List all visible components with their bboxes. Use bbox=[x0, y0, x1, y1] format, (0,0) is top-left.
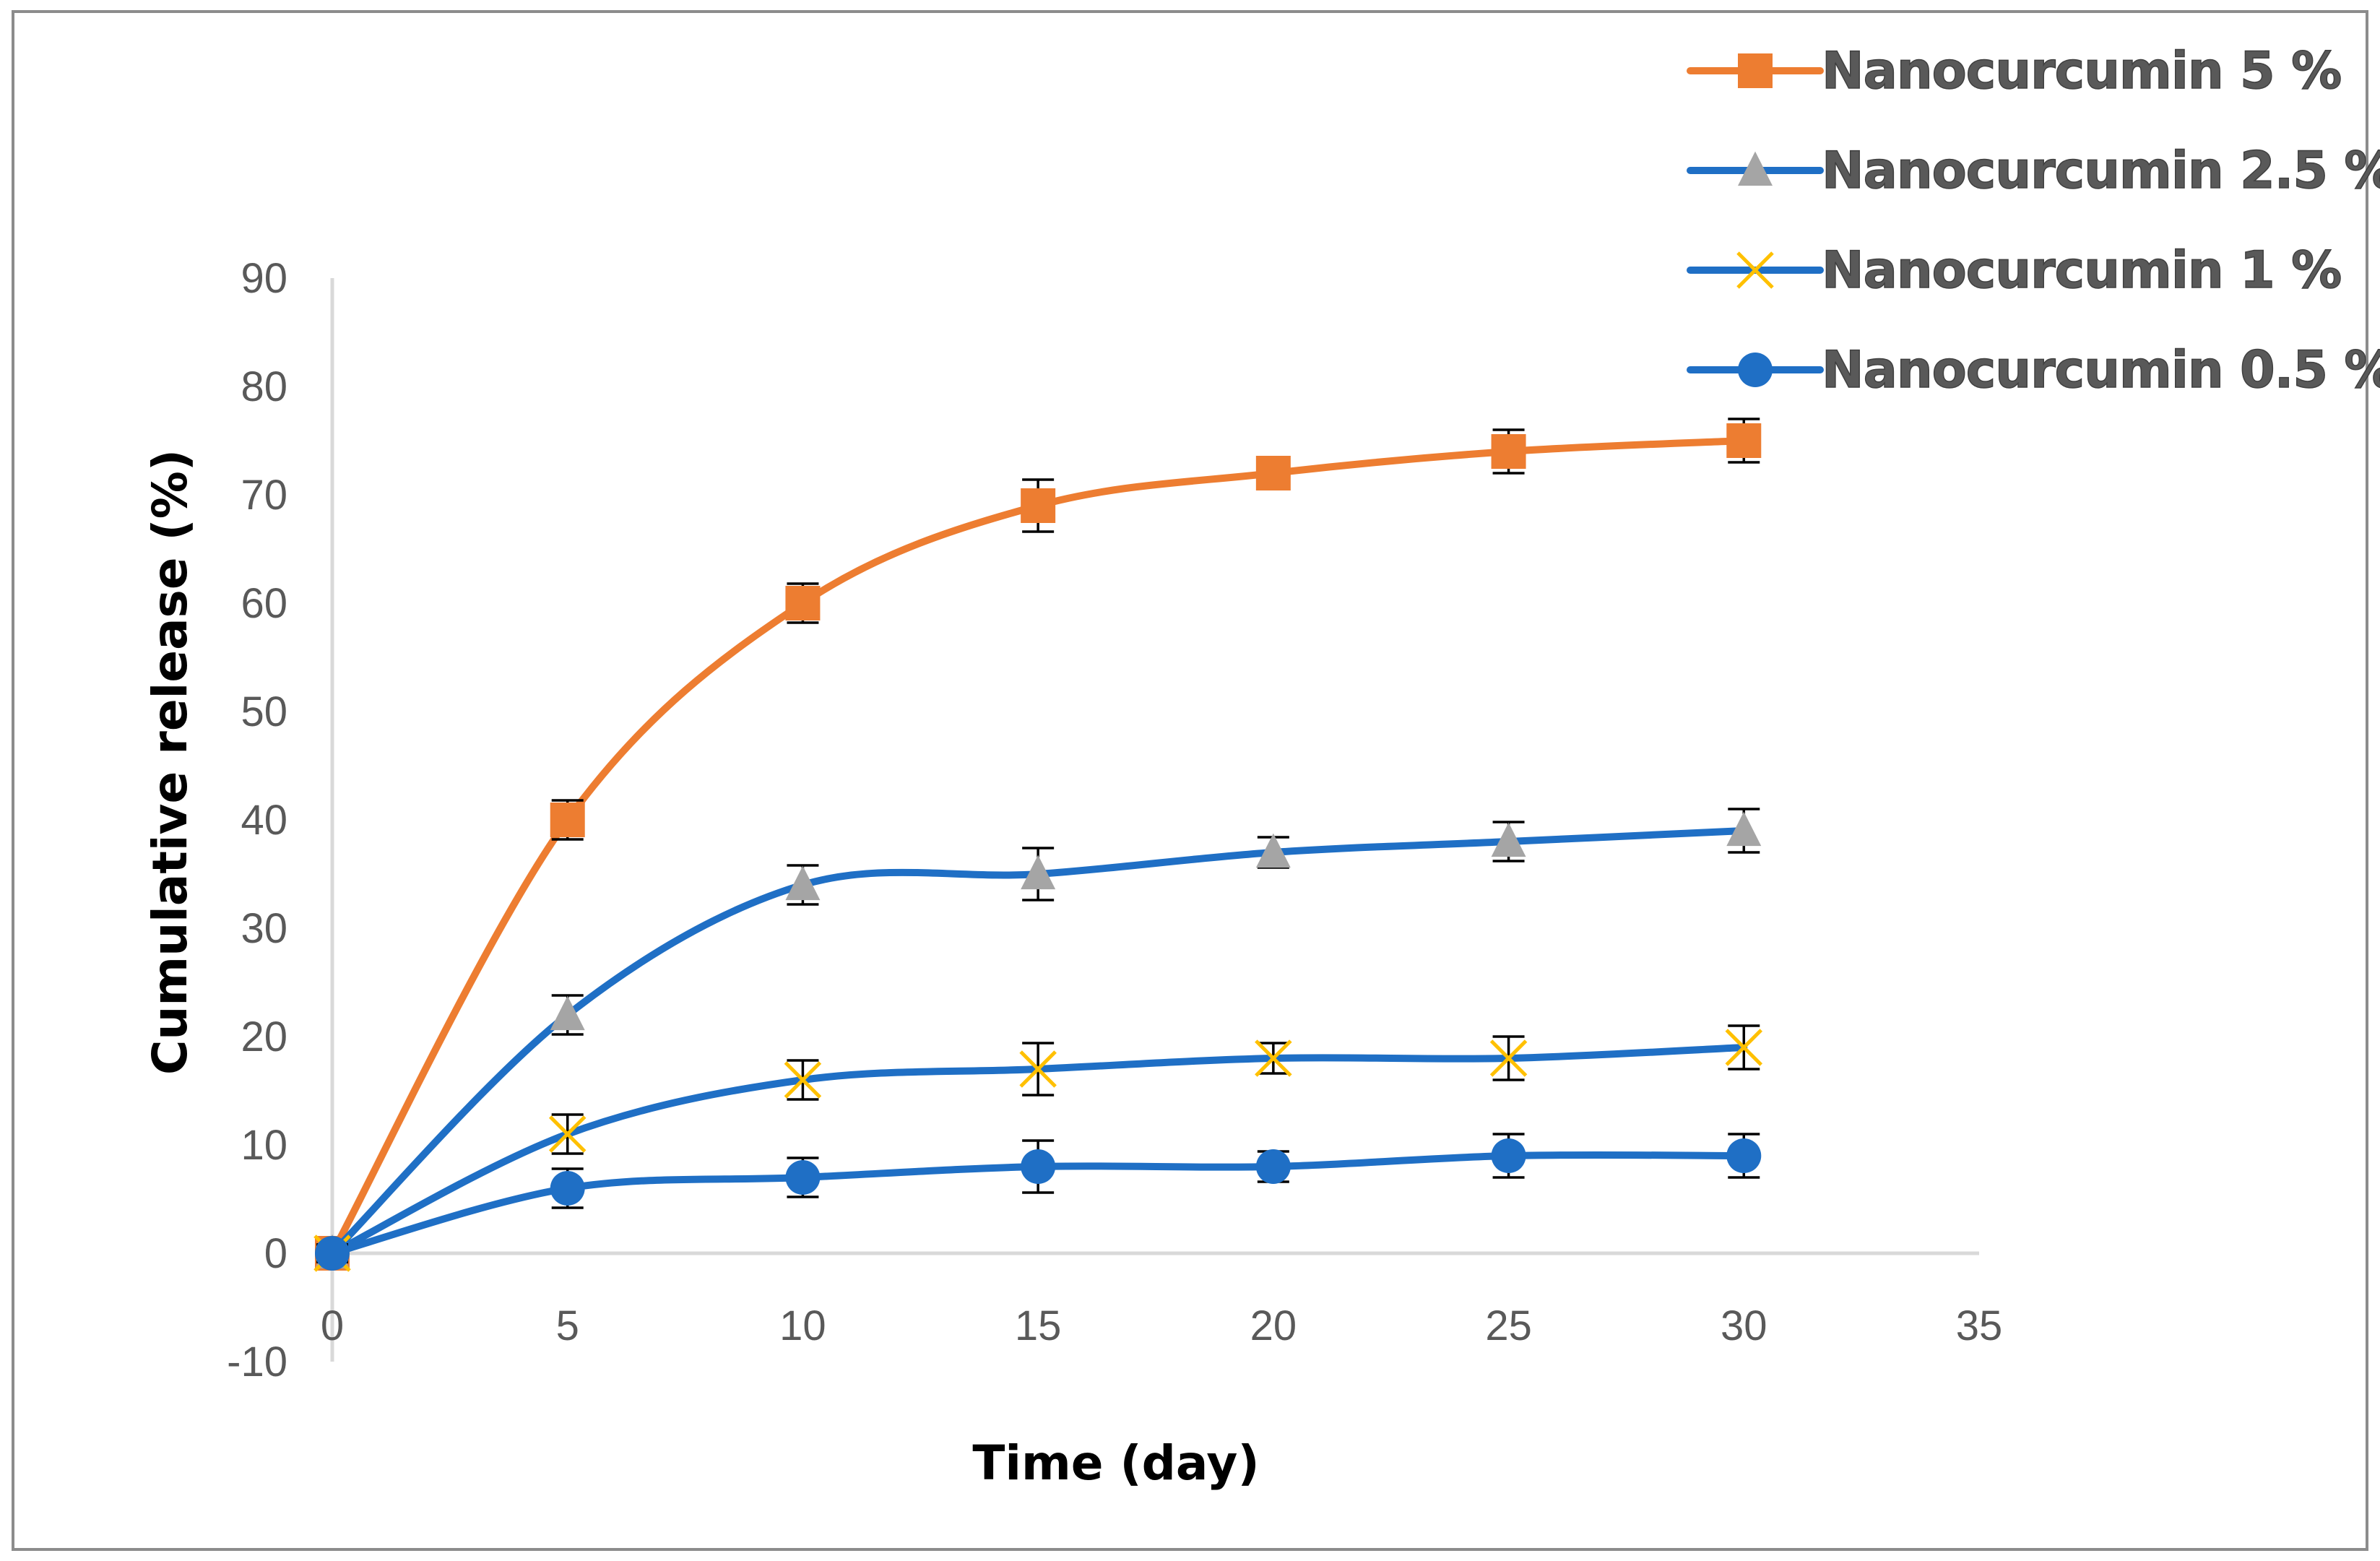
data-point-x20 bbox=[1255, 456, 1291, 490]
data-point-x5 bbox=[550, 1171, 585, 1206]
x-tick-label: 20 bbox=[1250, 1302, 1297, 1349]
y-tick-label: 30 bbox=[241, 905, 287, 952]
data-point-legend bbox=[1738, 353, 1773, 387]
data-point-x10 bbox=[784, 1061, 822, 1099]
x-tick-label: 10 bbox=[779, 1302, 826, 1349]
x-axis-title: Time (day) bbox=[972, 1435, 1259, 1491]
data-point-x15 bbox=[1021, 855, 1056, 890]
axes bbox=[330, 278, 1979, 1362]
series-4 bbox=[315, 1133, 1762, 1271]
y-tick-label: -10 bbox=[227, 1339, 287, 1385]
data-point-x15 bbox=[1019, 1050, 1057, 1088]
y-tick-label: 80 bbox=[241, 363, 287, 410]
tick-labels: -10 0 10 20 30 40 50 60 70 80 90 0 5 10 15 20 25 30 35 bbox=[227, 255, 2002, 1385]
y-tick-label: 60 bbox=[241, 580, 287, 627]
data-point-x30 bbox=[1726, 811, 1762, 847]
data-point-legend bbox=[1738, 53, 1773, 88]
data-point-x30 bbox=[1726, 423, 1762, 458]
data-point-legend bbox=[1736, 251, 1774, 289]
chart-frame bbox=[12, 10, 2368, 1551]
data-point-x15 bbox=[1021, 1149, 1056, 1184]
data-point-x20 bbox=[1255, 1039, 1292, 1077]
legend-label: Nanocurcumin 2.5 % bbox=[1822, 141, 2380, 200]
data-point-x25 bbox=[1489, 1039, 1528, 1077]
y-tick-label: 10 bbox=[241, 1122, 287, 1169]
legend: Nanocurcumin 5 % Nanocurcumin 2.5 % Nanocu… bbox=[1687, 40, 2380, 400]
data-point-x5 bbox=[550, 803, 585, 837]
x-tick-label: 35 bbox=[1956, 1302, 2003, 1349]
data-point-x10 bbox=[785, 586, 821, 620]
series bbox=[313, 418, 1763, 1272]
legend-label: Nanocurcumin 0.5 % bbox=[1822, 340, 2380, 399]
series-2 bbox=[315, 808, 1762, 1269]
data-point-legend bbox=[1738, 151, 1773, 186]
y-tick-label: 40 bbox=[241, 797, 287, 844]
y-axis-title: Cumulative release (%) bbox=[142, 449, 198, 1075]
legend-item: Nanocurcumin 5 % bbox=[1687, 40, 2342, 101]
legend-item: Nanocurcumin 2.5 % bbox=[1687, 140, 2380, 201]
x-tick-label: 5 bbox=[556, 1302, 579, 1349]
y-tick-label: 0 bbox=[264, 1230, 287, 1277]
y-tick-label: 70 bbox=[241, 472, 287, 519]
data-point-x25 bbox=[1491, 434, 1526, 469]
legend-label: Nanocurcumin 5 % bbox=[1822, 41, 2341, 100]
data-point-x30 bbox=[1725, 1029, 1763, 1066]
y-tick-label: 90 bbox=[241, 255, 287, 302]
data-point-x20 bbox=[1255, 833, 1291, 868]
data-point-x15 bbox=[1021, 488, 1056, 523]
data-point-x10 bbox=[785, 865, 821, 901]
y-tick-label: 20 bbox=[241, 1013, 287, 1060]
data-point-x5 bbox=[550, 995, 585, 1031]
data-point-x0 bbox=[315, 1236, 350, 1271]
data-point-x5 bbox=[548, 1115, 587, 1153]
y-tick-label: 50 bbox=[241, 688, 287, 735]
data-point-x10 bbox=[785, 1160, 821, 1195]
x-tick-label: 15 bbox=[1015, 1302, 1062, 1349]
data-point-x25 bbox=[1491, 822, 1526, 857]
legend-label: Nanocurcumin 1 % bbox=[1822, 241, 2341, 300]
data-point-x25 bbox=[1491, 1138, 1526, 1173]
data-point-x20 bbox=[1255, 1149, 1291, 1184]
x-tick-label: 0 bbox=[321, 1302, 344, 1349]
x-tick-label: 30 bbox=[1721, 1302, 1767, 1349]
legend-item: Nanocurcumin 0.5 % bbox=[1687, 340, 2380, 400]
legend-item: Nanocurcumin 1 % bbox=[1687, 240, 2342, 300]
data-point-x30 bbox=[1726, 1138, 1762, 1173]
x-tick-label: 25 bbox=[1485, 1302, 1532, 1349]
